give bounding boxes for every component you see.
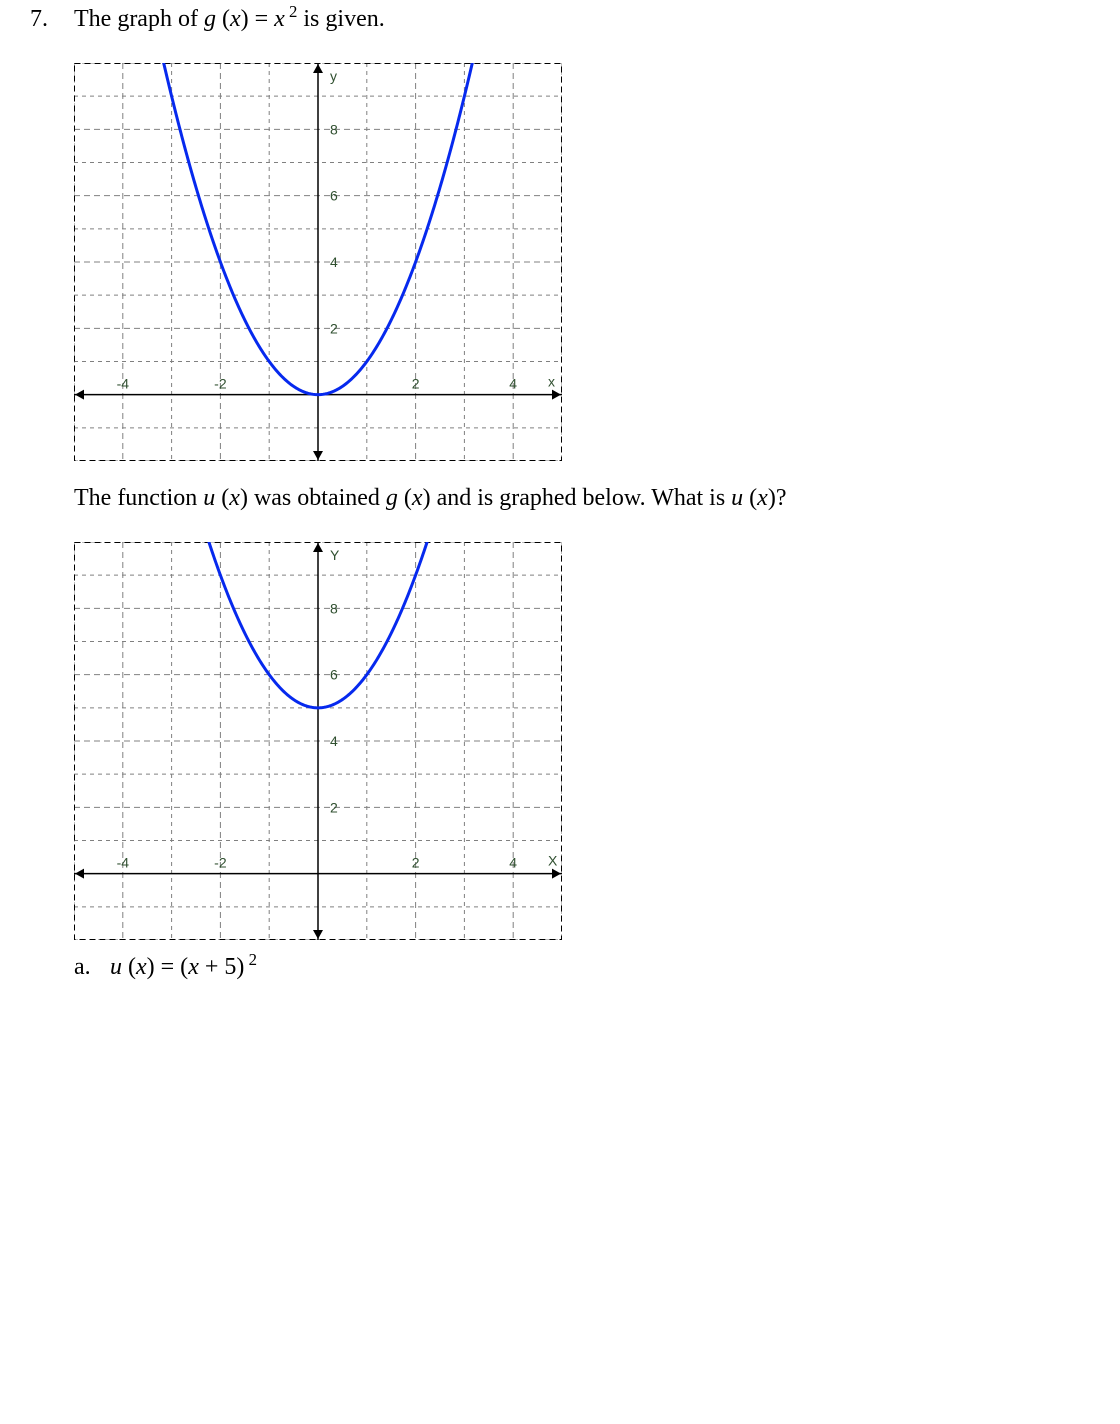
mid-t3: ) and is graphed below. What is [423, 485, 732, 511]
svg-text:X: X [548, 853, 558, 869]
mid-po2: ( [398, 485, 412, 511]
option-a-label: a. [74, 954, 110, 981]
question-row: 7. The graph of g (x) = x 2 is given. [30, 6, 1090, 33]
svg-text:-4: -4 [117, 376, 130, 392]
mid-po3: ( [743, 485, 757, 511]
mid-t2: ) was obtained [240, 485, 386, 511]
middle-text: The function u (x) was obtained g (x) an… [74, 485, 1090, 512]
svg-text:2: 2 [330, 799, 338, 815]
prompt-argclose: ) = [241, 6, 275, 32]
opt-x2: x [188, 954, 199, 980]
function-plot: -4 -2 2 4 2 4 6 8 y x [74, 63, 562, 461]
opt-inner: + 5) [199, 954, 245, 980]
svg-text:-2: -2 [214, 855, 227, 871]
svg-text:8: 8 [330, 121, 338, 137]
opt-po: ( [128, 954, 136, 980]
opt-u: u [110, 954, 122, 980]
svg-text:6: 6 [330, 188, 338, 204]
svg-text:6: 6 [330, 667, 338, 683]
opt-x1: x [136, 954, 147, 980]
question-number: 7. [30, 6, 74, 33]
svg-text:8: 8 [330, 600, 338, 616]
prompt-prefix: The graph of [74, 6, 204, 32]
prompt-var: x [230, 6, 241, 32]
svg-text:4: 4 [509, 376, 517, 392]
mid-po1: ( [215, 485, 229, 511]
mid-x2: x [412, 485, 423, 511]
mid-t1: The function [74, 485, 203, 511]
svg-text:4: 4 [509, 855, 517, 871]
mid-u1: u [203, 485, 215, 511]
prompt-suffix: is given. [297, 6, 384, 32]
prompt-func: g [204, 6, 216, 32]
mid-u2: u [731, 485, 743, 511]
svg-text:2: 2 [330, 320, 338, 336]
question-text: The graph of g (x) = x 2 is given. [74, 6, 1090, 33]
svg-text:-4: -4 [117, 855, 130, 871]
svg-text:-2: -2 [214, 376, 227, 392]
option-a-row: a. u (x) = (x + 5) 2 [74, 954, 1090, 981]
mid-t4: )? [768, 485, 787, 511]
mid-x1: x [229, 485, 240, 511]
mid-x3: x [757, 485, 768, 511]
svg-text:4: 4 [330, 733, 338, 749]
svg-text:2: 2 [412, 855, 420, 871]
svg-text:2: 2 [412, 376, 420, 392]
svg-text:x: x [548, 374, 555, 390]
mid-g: g [386, 485, 398, 511]
prompt-rhs-var: x [274, 6, 285, 32]
svg-text:4: 4 [330, 254, 338, 270]
opt-eq: ) = ( [147, 954, 189, 980]
graph-2-container: -4 -2 2 4 2 4 6 8 Y X [74, 542, 1090, 940]
opt-exp: 2 [244, 950, 257, 969]
option-a-text: u (x) = (x + 5) 2 [110, 954, 257, 981]
prompt-exp: 2 [285, 2, 298, 21]
graph-1-container: -4 -2 2 4 2 4 6 8 y x [74, 63, 1090, 461]
prompt-argopen: ( [216, 6, 230, 32]
svg-text:Y: Y [330, 547, 340, 563]
svg-text:y: y [330, 68, 337, 84]
function-plot: -4 -2 2 4 2 4 6 8 Y X [74, 542, 562, 940]
